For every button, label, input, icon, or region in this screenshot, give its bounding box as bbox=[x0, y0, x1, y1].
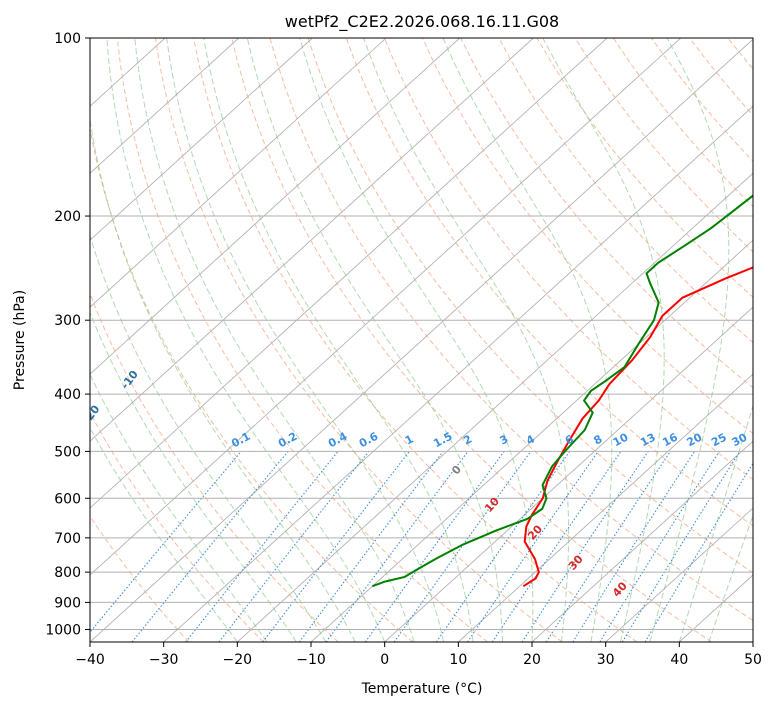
y-tick-label: 300 bbox=[54, 313, 81, 329]
isotherm-line bbox=[163, 105, 753, 642]
mixing-ratio-label: 20 bbox=[685, 430, 705, 449]
moist-adiabat-line bbox=[299, 38, 534, 642]
moist-adiabat-line bbox=[678, 404, 753, 642]
isotherm-line bbox=[458, 373, 753, 642]
dry-adiabat-line bbox=[498, 38, 753, 343]
moist-adiabat-line bbox=[106, 38, 386, 642]
dry-adiabat-line bbox=[193, 38, 638, 642]
moist-adiabat-line bbox=[442, 38, 613, 642]
y-tick-label: 600 bbox=[54, 491, 81, 507]
mixing-ratio-line bbox=[644, 462, 753, 642]
y-tick-label: 900 bbox=[54, 595, 81, 611]
isotherm-line bbox=[90, 38, 682, 576]
y-tick-label: 500 bbox=[54, 444, 81, 460]
dry-adiabat-line bbox=[154, 38, 563, 642]
isotherm-line bbox=[90, 38, 753, 642]
y-tick-label: 700 bbox=[54, 531, 81, 547]
isotherm-line bbox=[90, 38, 608, 509]
dry-adiabat-line bbox=[116, 38, 488, 642]
y-tick-label: 800 bbox=[54, 565, 81, 581]
dry-adiabat-line bbox=[345, 38, 753, 527]
mixing-ratio-line bbox=[364, 451, 505, 642]
y-axis-title: Pressure (hPa) bbox=[12, 290, 28, 390]
mixing-ratio-line bbox=[467, 451, 599, 642]
y-tick-label: 400 bbox=[54, 387, 81, 403]
isotherm-line bbox=[90, 38, 461, 375]
moist-adiabat-line bbox=[90, 234, 327, 642]
mixing-ratio-line bbox=[572, 451, 696, 642]
y-tick-label: 200 bbox=[54, 209, 81, 225]
temperature-profile-line bbox=[522, 266, 753, 588]
moist-adiabat-line bbox=[90, 426, 238, 642]
mixing-ratio-lines bbox=[90, 451, 753, 642]
x-tick-label: 30 bbox=[597, 652, 615, 668]
x-tick-label: 20 bbox=[523, 652, 541, 668]
x-axis: −40 −30 −20 −10 0 10 20 30 40 50 bbox=[75, 642, 762, 668]
mixing-ratio-label: 30 bbox=[730, 430, 750, 449]
mixing-ratio-line bbox=[325, 451, 469, 642]
isotherm-line bbox=[384, 306, 753, 642]
dry-adiabat-line bbox=[269, 38, 753, 622]
mixing-ratio-line bbox=[393, 451, 532, 642]
mixing-ratio-line bbox=[218, 451, 370, 642]
line-labels: -100-90-80-70-60-50-40-30-20-100.10.20.4… bbox=[90, 368, 770, 600]
moist-adiabat-line bbox=[649, 38, 730, 642]
isotherm-line bbox=[90, 38, 534, 442]
dry-adiabat-line bbox=[422, 38, 753, 435]
dry-adiabat-line bbox=[307, 38, 753, 574]
plot-frame bbox=[89, 37, 754, 643]
mixing-ratio-label: 25 bbox=[709, 431, 729, 450]
mixing-ratio-label: 36 bbox=[750, 430, 770, 449]
isotherm-line bbox=[531, 440, 753, 642]
sounding-series bbox=[372, 194, 753, 588]
moist-adiabat-line bbox=[90, 373, 268, 642]
chart-title: wetPf2_C2E2.2026.068.16.11.G08 bbox=[285, 12, 559, 32]
moist-adiabat-line bbox=[203, 38, 474, 642]
mixing-ratio-line bbox=[131, 451, 289, 642]
mixing-ratio-line bbox=[599, 451, 720, 642]
dry-adiabat-line bbox=[90, 411, 264, 642]
moist-adiabat-line bbox=[90, 311, 297, 642]
mixing-ratio-label: 10 bbox=[611, 430, 631, 449]
x-axis-title: Temperature (°C) bbox=[361, 681, 483, 697]
moist-adiabat-line bbox=[363, 38, 570, 642]
x-tick-label: 40 bbox=[670, 652, 688, 668]
x-tick-label: −30 bbox=[149, 652, 179, 668]
mixing-ratio-label: 13 bbox=[638, 431, 658, 450]
plot-area: -100-90-80-70-60-50-40-30-20-100.10.20.4… bbox=[90, 38, 770, 642]
y-tick-label: 100 bbox=[54, 31, 81, 47]
isotherm-line bbox=[90, 38, 387, 308]
mixing-ratio-line bbox=[298, 451, 444, 642]
dewpoint-profile-line bbox=[372, 194, 753, 588]
dry-adiabat-line bbox=[90, 125, 414, 642]
pressure-gridlines bbox=[90, 38, 753, 630]
isotherm-line bbox=[90, 38, 313, 241]
x-tick-label: 0 bbox=[380, 652, 389, 668]
x-tick-label: −40 bbox=[75, 652, 105, 668]
mixing-ratio-line bbox=[435, 451, 571, 642]
isotherm-line bbox=[90, 38, 240, 174]
mixing-ratio-line bbox=[521, 451, 649, 642]
isotherm-line bbox=[237, 172, 753, 642]
moist-adiabat-line bbox=[246, 38, 504, 642]
isotherm-line bbox=[605, 507, 753, 642]
x-tick-label: 10 bbox=[449, 652, 467, 668]
mixing-ratio-line bbox=[491, 451, 622, 642]
y-axis: 100 200 300 400 500 600 700 800 900 1000 bbox=[45, 31, 90, 638]
x-tick-label: 50 bbox=[744, 652, 762, 668]
moist-adiabat-line bbox=[90, 116, 356, 642]
moist-adiabats bbox=[90, 38, 753, 642]
moist-adiabat-line bbox=[542, 38, 665, 642]
mixing-ratio-line bbox=[262, 451, 410, 642]
moist-adiabat-line bbox=[134, 38, 415, 642]
mixing-ratio-line bbox=[545, 451, 671, 642]
mixing-ratio-line bbox=[621, 451, 741, 642]
x-tick-label: −10 bbox=[296, 652, 326, 668]
mixing-ratio-label: 16 bbox=[660, 430, 680, 449]
x-tick-label: −20 bbox=[223, 652, 253, 668]
y-tick-label: 1000 bbox=[45, 622, 81, 638]
dry-adiabat-line bbox=[231, 38, 712, 642]
